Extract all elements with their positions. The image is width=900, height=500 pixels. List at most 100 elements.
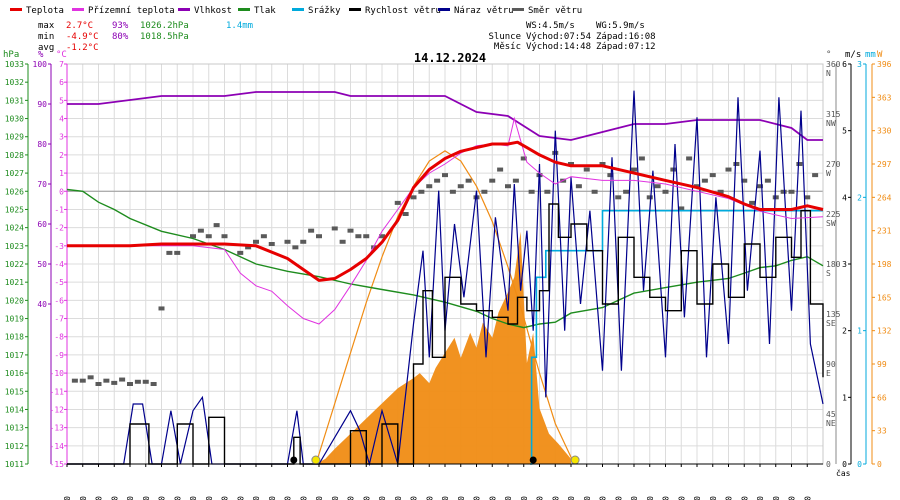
- radiation-tick-label: 231: [877, 227, 892, 236]
- direction-compass-label: N: [826, 69, 831, 78]
- wind-direction-point: [465, 178, 472, 183]
- wind-direction-point: [583, 167, 590, 172]
- direction-tick-label: 45: [826, 410, 836, 419]
- sunrise-info: Východ:07:54: [526, 32, 591, 42]
- radiation-unit-label: W: [877, 50, 883, 60]
- wind-direction-point: [678, 206, 685, 211]
- humidity-tick-label: 100: [33, 60, 48, 69]
- precipitation-line: [530, 209, 823, 465]
- direction-compass-label: E: [826, 369, 831, 378]
- direction-tick-label: 180: [826, 260, 841, 269]
- direction-tick-label: 0: [826, 460, 831, 469]
- x-tick-label: 15:30: [551, 496, 560, 500]
- stat-max-label: max: [38, 21, 55, 31]
- wind-direction-point: [221, 234, 228, 239]
- wind-direction-point: [402, 212, 409, 216]
- wind-direction-point: [260, 234, 267, 239]
- x-tick-label: 06:00: [252, 496, 261, 500]
- radiation-tick-label: 363: [877, 93, 892, 102]
- feels-like-line: [67, 116, 824, 325]
- radiation-tick-label: 66: [877, 393, 887, 402]
- sunrise-marker: [311, 455, 321, 465]
- legend-label-feels: Přízemní teplota: [88, 6, 175, 16]
- wind-direction-point: [394, 200, 401, 205]
- precip-tick-label: 1: [857, 327, 862, 336]
- direction-compass-label: SE: [826, 319, 836, 328]
- legend-label-pressure: Tlak: [254, 6, 276, 16]
- wind-direction-point: [733, 162, 740, 166]
- x-tick-label: 20:30: [709, 496, 718, 500]
- stats-panel: max 2.7°C 93% 1026.2hPa 1.4mm min -4.9°C…: [38, 21, 253, 53]
- x-tick-label: 08:00: [315, 496, 324, 500]
- pressure-tick-label: 1027: [5, 169, 24, 178]
- radiation-tick-label: 198: [877, 260, 892, 269]
- wind-direction-point: [631, 167, 637, 172]
- wind-direction-point: [615, 195, 622, 200]
- pressure-line: [66, 188, 824, 329]
- temperature-tick-label: 6: [59, 78, 64, 87]
- humidity-unit-label: %: [38, 50, 44, 60]
- wind-direction-point: [339, 239, 346, 244]
- pressure-tick-label: 1016: [5, 369, 24, 378]
- wind-tick-label: 0: [842, 460, 847, 469]
- moon-label: Měsíc: [494, 42, 521, 52]
- x-tick-label: 12:30: [457, 496, 466, 500]
- x-tick-label: 19:30: [677, 496, 686, 500]
- wind-direction-point: [812, 173, 819, 178]
- wind-direction-point: [457, 184, 464, 189]
- radiation-area: [315, 231, 571, 464]
- precip-tick-label: 2: [857, 193, 862, 202]
- pressure-tick-label: 1015: [5, 387, 24, 396]
- pressure-tick-label: 1025: [5, 205, 24, 214]
- legend-swatch-pressure: [238, 8, 250, 11]
- axes: hPa% °C1011101210131014101510161017101810…: [3, 50, 892, 469]
- stat-min-pressure: 1018.5hPa: [140, 32, 189, 42]
- humidity-tick-label: 70: [37, 180, 47, 189]
- wind-direction-point: [575, 184, 582, 189]
- wind-tick-label: 6: [842, 60, 847, 69]
- direction-compass-label: NE: [826, 419, 836, 428]
- wind-direction-point: [237, 250, 244, 255]
- pressure-tick-label: 1021: [5, 278, 24, 287]
- direction-tick-label: 315: [826, 110, 841, 119]
- pressure-tick-label: 1029: [5, 133, 24, 142]
- x-tick-label: 18:30: [646, 496, 655, 500]
- x-tick-label: 20:00: [693, 496, 702, 500]
- pressure-tick-label: 1012: [5, 442, 24, 451]
- chart-title: 14.12.2024: [414, 51, 486, 65]
- x-tick-label: 02:30: [142, 496, 151, 500]
- precip-tick-label: 3: [857, 60, 862, 69]
- temperature-tick-label: 2: [59, 151, 64, 160]
- x-tick-label: 19:00: [662, 496, 671, 500]
- wind-direction-point: [426, 184, 433, 189]
- wind-direction-point: [481, 189, 488, 194]
- precip-unit-label: mm: [865, 50, 876, 60]
- wind-direction-point: [355, 234, 362, 239]
- wind-direction-point: [709, 173, 716, 178]
- wind-direction-point: [520, 156, 527, 161]
- wind-direction-point: [497, 167, 504, 172]
- pressure-tick-label: 1013: [5, 424, 24, 433]
- x-tick-label: 08:30: [331, 496, 340, 500]
- wind-tick-label: 2: [842, 327, 847, 336]
- wind-direction-point: [717, 189, 724, 194]
- wind-direction-point: [654, 184, 661, 189]
- wind-direction-point: [591, 189, 598, 194]
- temperature-tick-label: -2: [54, 224, 64, 233]
- radiation-tick-label: 264: [877, 193, 892, 202]
- temperature-tick-label: -9: [54, 351, 64, 360]
- temperature-unit-label: °C: [56, 50, 67, 60]
- direction-unit-label: °: [826, 50, 831, 60]
- wind-direction-point: [623, 189, 630, 194]
- x-tick-label: 09:30: [362, 496, 371, 500]
- wind-direction-point: [788, 189, 795, 194]
- humidity-tick-label: 80: [37, 140, 47, 149]
- wind-direction-point: [410, 195, 417, 200]
- wind-direction-point: [741, 178, 748, 183]
- x-tick-label: 02:00: [126, 496, 135, 500]
- wind-direction-point: [512, 178, 519, 183]
- wind-direction-point: [127, 382, 133, 386]
- wind-speed-info: WS:4.5m/s: [526, 21, 575, 31]
- temperature-tick-label: -11: [50, 387, 65, 396]
